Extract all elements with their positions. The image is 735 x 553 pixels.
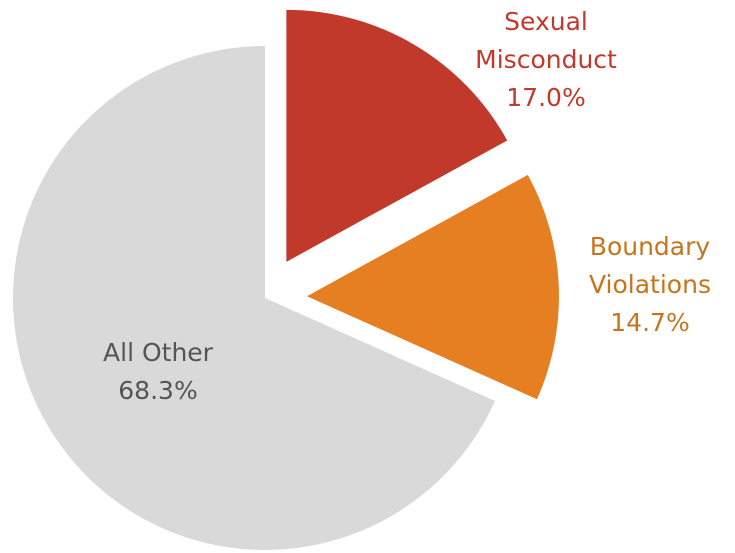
slice-name: All Other: [103, 338, 213, 367]
pie-slice: [286, 9, 508, 262]
slice-label: All Other 68.3%: [58, 334, 258, 410]
slice-label: Boundary Violations 14.7%: [570, 228, 730, 342]
slice-value: 17.0%: [506, 83, 586, 112]
pie-slice: [13, 46, 495, 550]
pie-slice: [306, 174, 559, 400]
slice-value: 14.7%: [610, 308, 690, 337]
slice-name: Sexual Misconduct: [475, 7, 617, 74]
slice-label: Sexual Misconduct 17.0%: [451, 3, 641, 117]
slice-value: 68.3%: [118, 376, 198, 405]
slice-name: Boundary Violations: [589, 232, 711, 299]
